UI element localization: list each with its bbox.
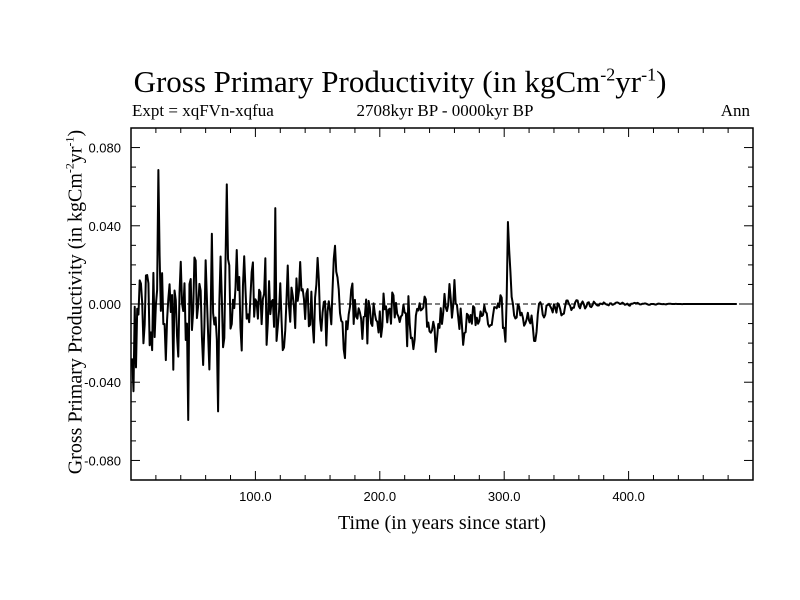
time-range-label: 2708kyr BP - 0000kyr BP (356, 101, 534, 120)
series-line (131, 169, 737, 421)
x-axis-label: Time (in years since start) (337, 512, 547, 534)
x-tick-label: 300.0 (488, 489, 521, 504)
title-sup-2: -1 (641, 64, 657, 85)
x-tick-label: 200.0 (364, 489, 397, 504)
x-tick-label: 400.0 (612, 489, 645, 504)
y-tick-label: 0.040 (88, 219, 121, 234)
title-end: ) (656, 64, 667, 99)
chart-title: Gross Primary Productivity (in kgCm-2yr-… (0, 64, 800, 100)
y-tick-label: -0.040 (84, 375, 121, 390)
y-tick-label: 0.080 (88, 141, 121, 156)
title-main: Gross Primary Productivity (in kgCm (133, 64, 601, 99)
title-sup-1: -2 (600, 64, 616, 85)
experiment-label: Expt = xqFVn-xqfua (132, 101, 274, 120)
y-tick-label: -0.080 (84, 453, 121, 468)
title-mid: yr (615, 64, 642, 99)
season-label: Ann (720, 101, 750, 120)
x-tick-label: 100.0 (239, 489, 272, 504)
y-tick-label: 0.000 (88, 297, 121, 312)
